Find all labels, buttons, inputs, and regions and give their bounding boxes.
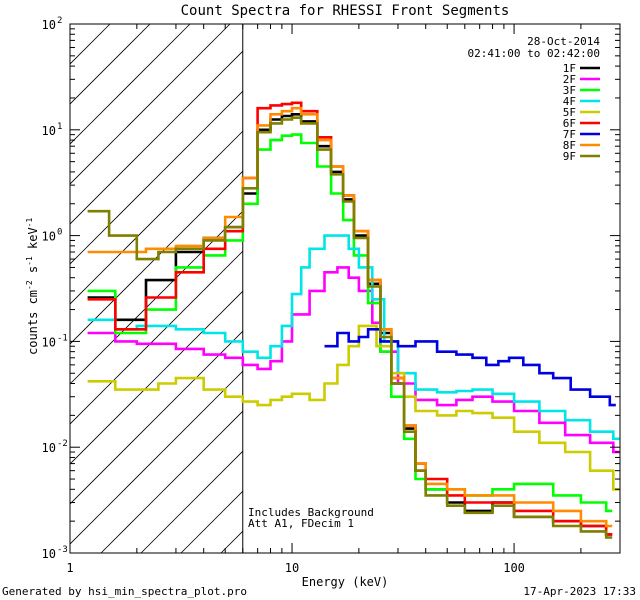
y-tick-label: 10 xyxy=(42,230,56,244)
series-layer xyxy=(87,101,620,539)
series-line-4F xyxy=(87,234,620,441)
y-tick-label: 10 xyxy=(42,124,56,138)
y-tick-label: 10 xyxy=(42,441,56,455)
series-line-2F xyxy=(87,266,620,454)
series-line-5F xyxy=(87,324,620,491)
hatch-line xyxy=(70,24,231,185)
series-line-7F xyxy=(324,328,616,407)
x-tick-label: 1 xyxy=(66,561,73,575)
hatch-line xyxy=(70,24,71,25)
y-label-s: s xyxy=(26,266,40,280)
annotation-background: Includes Background xyxy=(248,506,374,519)
legend-label-1F: 1F xyxy=(563,62,576,75)
legend-label-5F: 5F xyxy=(563,106,576,119)
y-axis-label: counts cm-2 s-1 keV-1 xyxy=(25,218,40,355)
y-label-exp3: -1 xyxy=(25,218,34,228)
y-label-main: counts cm xyxy=(26,290,40,355)
y-label-exp2: -1 xyxy=(25,256,34,266)
y-tick-exponent: -2 xyxy=(57,439,68,449)
plot-frame xyxy=(69,23,621,554)
time-range-label: 02:41:00 to 02:42:00 xyxy=(468,47,600,60)
legend-label-8F: 8F xyxy=(563,139,576,152)
x-tick-label: 10 xyxy=(285,561,299,575)
legend-label-3F: 3F xyxy=(563,84,576,97)
timestamp-label: 17-Apr-2023 17:33 xyxy=(523,585,636,598)
series-line-3F xyxy=(87,133,613,513)
hatch-line xyxy=(70,24,311,265)
annotation-attenuator: Att A1, FDecim 1 xyxy=(248,517,354,530)
hatch-line xyxy=(70,24,111,65)
y-label-exp1: -2 xyxy=(25,280,34,290)
y-tick-exponent: 1 xyxy=(57,122,62,132)
y-tick-label: 10 xyxy=(42,18,56,32)
legend-label-9F: 9F xyxy=(563,150,576,163)
chart-title: Count Spectra for RHESSI Front Segments xyxy=(181,3,510,19)
legend-label-2F: 2F xyxy=(563,73,576,86)
y-tick-label: 10 xyxy=(42,547,56,561)
y-tick-exponent: -3 xyxy=(57,545,68,555)
x-tick-labels: 1 10 100 xyxy=(66,561,525,575)
legend-label-7F: 7F xyxy=(563,128,576,141)
hatch-line xyxy=(70,24,271,225)
y-tick-exponent: 0 xyxy=(57,228,62,238)
legend-label-4F: 4F xyxy=(563,95,576,108)
y-tick-exponent: -1 xyxy=(57,333,68,343)
y-tick-exponent: 2 xyxy=(57,16,62,26)
series-line-8F xyxy=(87,106,613,528)
hatch-line xyxy=(70,24,151,105)
y-label-kev: keV xyxy=(26,227,40,256)
x-tick-label: 100 xyxy=(503,561,525,575)
generated-by-label: Generated by hsi_min_spectra_plot.pro xyxy=(2,585,247,598)
x-axis-label: Energy (keV) xyxy=(302,575,389,589)
axis-ticks xyxy=(69,24,621,554)
y-tick-label: 10 xyxy=(42,335,56,349)
hatch-line xyxy=(70,24,191,145)
date-label: 28-Oct-2014 xyxy=(527,35,600,48)
below-threshold-hatch xyxy=(70,24,620,553)
legend-label-6F: 6F xyxy=(563,117,576,130)
series-line-9F xyxy=(87,116,613,539)
